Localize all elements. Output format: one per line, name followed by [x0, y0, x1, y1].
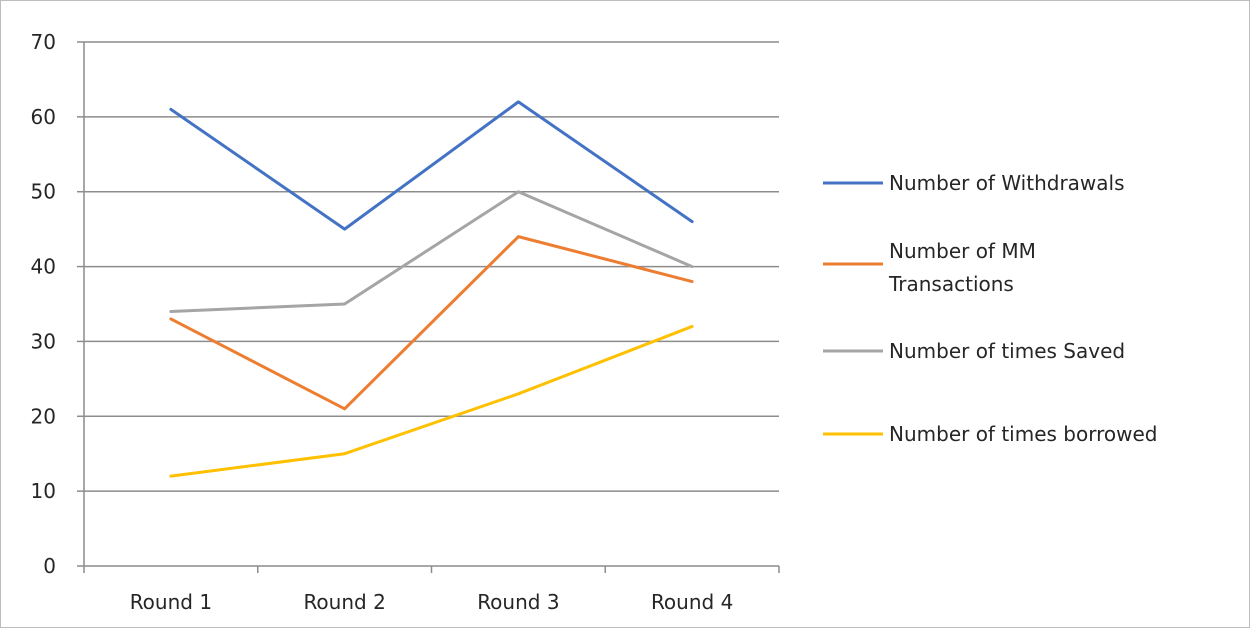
x-tick-label: Round 4 — [651, 590, 733, 614]
y-tick-label: 70 — [31, 30, 56, 54]
x-tick-labels: Round 1 Round 2 Round 3 Round 4 — [130, 590, 734, 614]
y-tick-labels: 0 10 20 30 40 50 60 70 — [31, 30, 56, 578]
y-tick-label: 0 — [43, 554, 56, 578]
legend-label-4: Number of times borrowed — [889, 422, 1157, 446]
series-line-3 — [169, 190, 694, 313]
legend-label-1: Number of Withdrawals — [889, 171, 1125, 195]
y-tick-label: 60 — [31, 105, 56, 129]
x-tick-label: Round 3 — [477, 590, 559, 614]
axes — [77, 41, 780, 573]
series-line-1 — [169, 100, 694, 231]
y-tick-label: 10 — [31, 479, 56, 503]
gridlines — [84, 41, 779, 492]
legend: Number of Withdrawals Number of MM Transac… — [823, 171, 1157, 446]
legend-label-2: Number of MM Transactions — [888, 239, 1036, 296]
y-tick-label: 40 — [31, 255, 56, 279]
y-tick-label: 50 — [31, 180, 56, 204]
series-line-4 — [169, 324, 694, 478]
y-tick-label: 30 — [31, 329, 56, 353]
x-tick-label: Round 1 — [130, 590, 212, 614]
series-line-2 — [169, 235, 694, 411]
y-tick-label: 20 — [31, 404, 56, 428]
x-tick-label: Round 2 — [303, 590, 385, 614]
series-lines — [169, 100, 694, 478]
legend-label-3: Number of times Saved — [889, 339, 1125, 363]
